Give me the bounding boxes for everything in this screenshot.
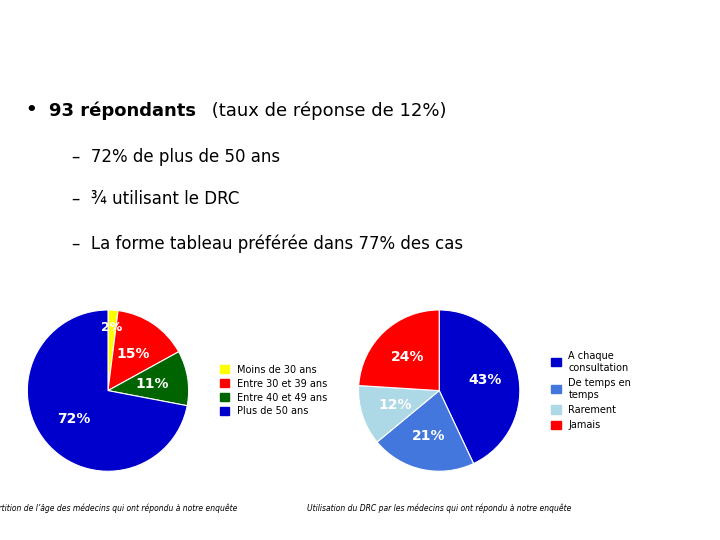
Wedge shape bbox=[377, 390, 474, 471]
Text: Réponses à l’enquête: Réponses à l’enquête bbox=[275, 55, 445, 70]
Wedge shape bbox=[27, 310, 187, 471]
Text: 2%: 2% bbox=[102, 321, 122, 334]
Text: 15%: 15% bbox=[116, 347, 150, 361]
Text: –  La forme tableau préférée dans 77% des cas: – La forme tableau préférée dans 77% des… bbox=[72, 235, 463, 253]
Legend: A chaque
consultation, De temps en
temps, Rarement, Jamais: A chaque consultation, De temps en temps… bbox=[549, 349, 633, 432]
Text: 93 répondants: 93 répondants bbox=[49, 102, 196, 120]
Text: 72%: 72% bbox=[57, 412, 91, 426]
Wedge shape bbox=[108, 310, 179, 390]
Text: RÉSULTATS: RÉSULTATS bbox=[197, 12, 360, 38]
Wedge shape bbox=[439, 310, 520, 463]
Text: 21%: 21% bbox=[413, 429, 446, 443]
Text: (taux de réponse de 12%): (taux de réponse de 12%) bbox=[206, 102, 446, 120]
Text: Utilisation du DRC par les médecins qui ont répondu à notre enquête: Utilisation du DRC par les médecins qui … bbox=[307, 503, 572, 513]
Wedge shape bbox=[108, 352, 189, 406]
Text: (3): (3) bbox=[361, 12, 407, 38]
Text: –  ¾ utilisant le DRC: – ¾ utilisant le DRC bbox=[72, 191, 239, 208]
Text: 24%: 24% bbox=[390, 349, 424, 363]
Wedge shape bbox=[359, 310, 439, 390]
Text: •: • bbox=[25, 102, 37, 119]
Text: 12%: 12% bbox=[378, 398, 411, 412]
Legend: Moins de 30 ans, Entre 30 et 39 ans, Entre 40 et 49 ans, Plus de 50 ans: Moins de 30 ans, Entre 30 et 39 ans, Ent… bbox=[217, 363, 329, 418]
Text: –  72% de plus de 50 ans: – 72% de plus de 50 ans bbox=[72, 147, 280, 166]
Text: 43%: 43% bbox=[468, 373, 502, 387]
Wedge shape bbox=[108, 310, 118, 390]
Wedge shape bbox=[359, 386, 439, 442]
Text: 11%: 11% bbox=[135, 377, 168, 390]
Text: Répartition de l’âge des médecins qui ont répondu à notre enquête: Répartition de l’âge des médecins qui on… bbox=[0, 503, 237, 513]
